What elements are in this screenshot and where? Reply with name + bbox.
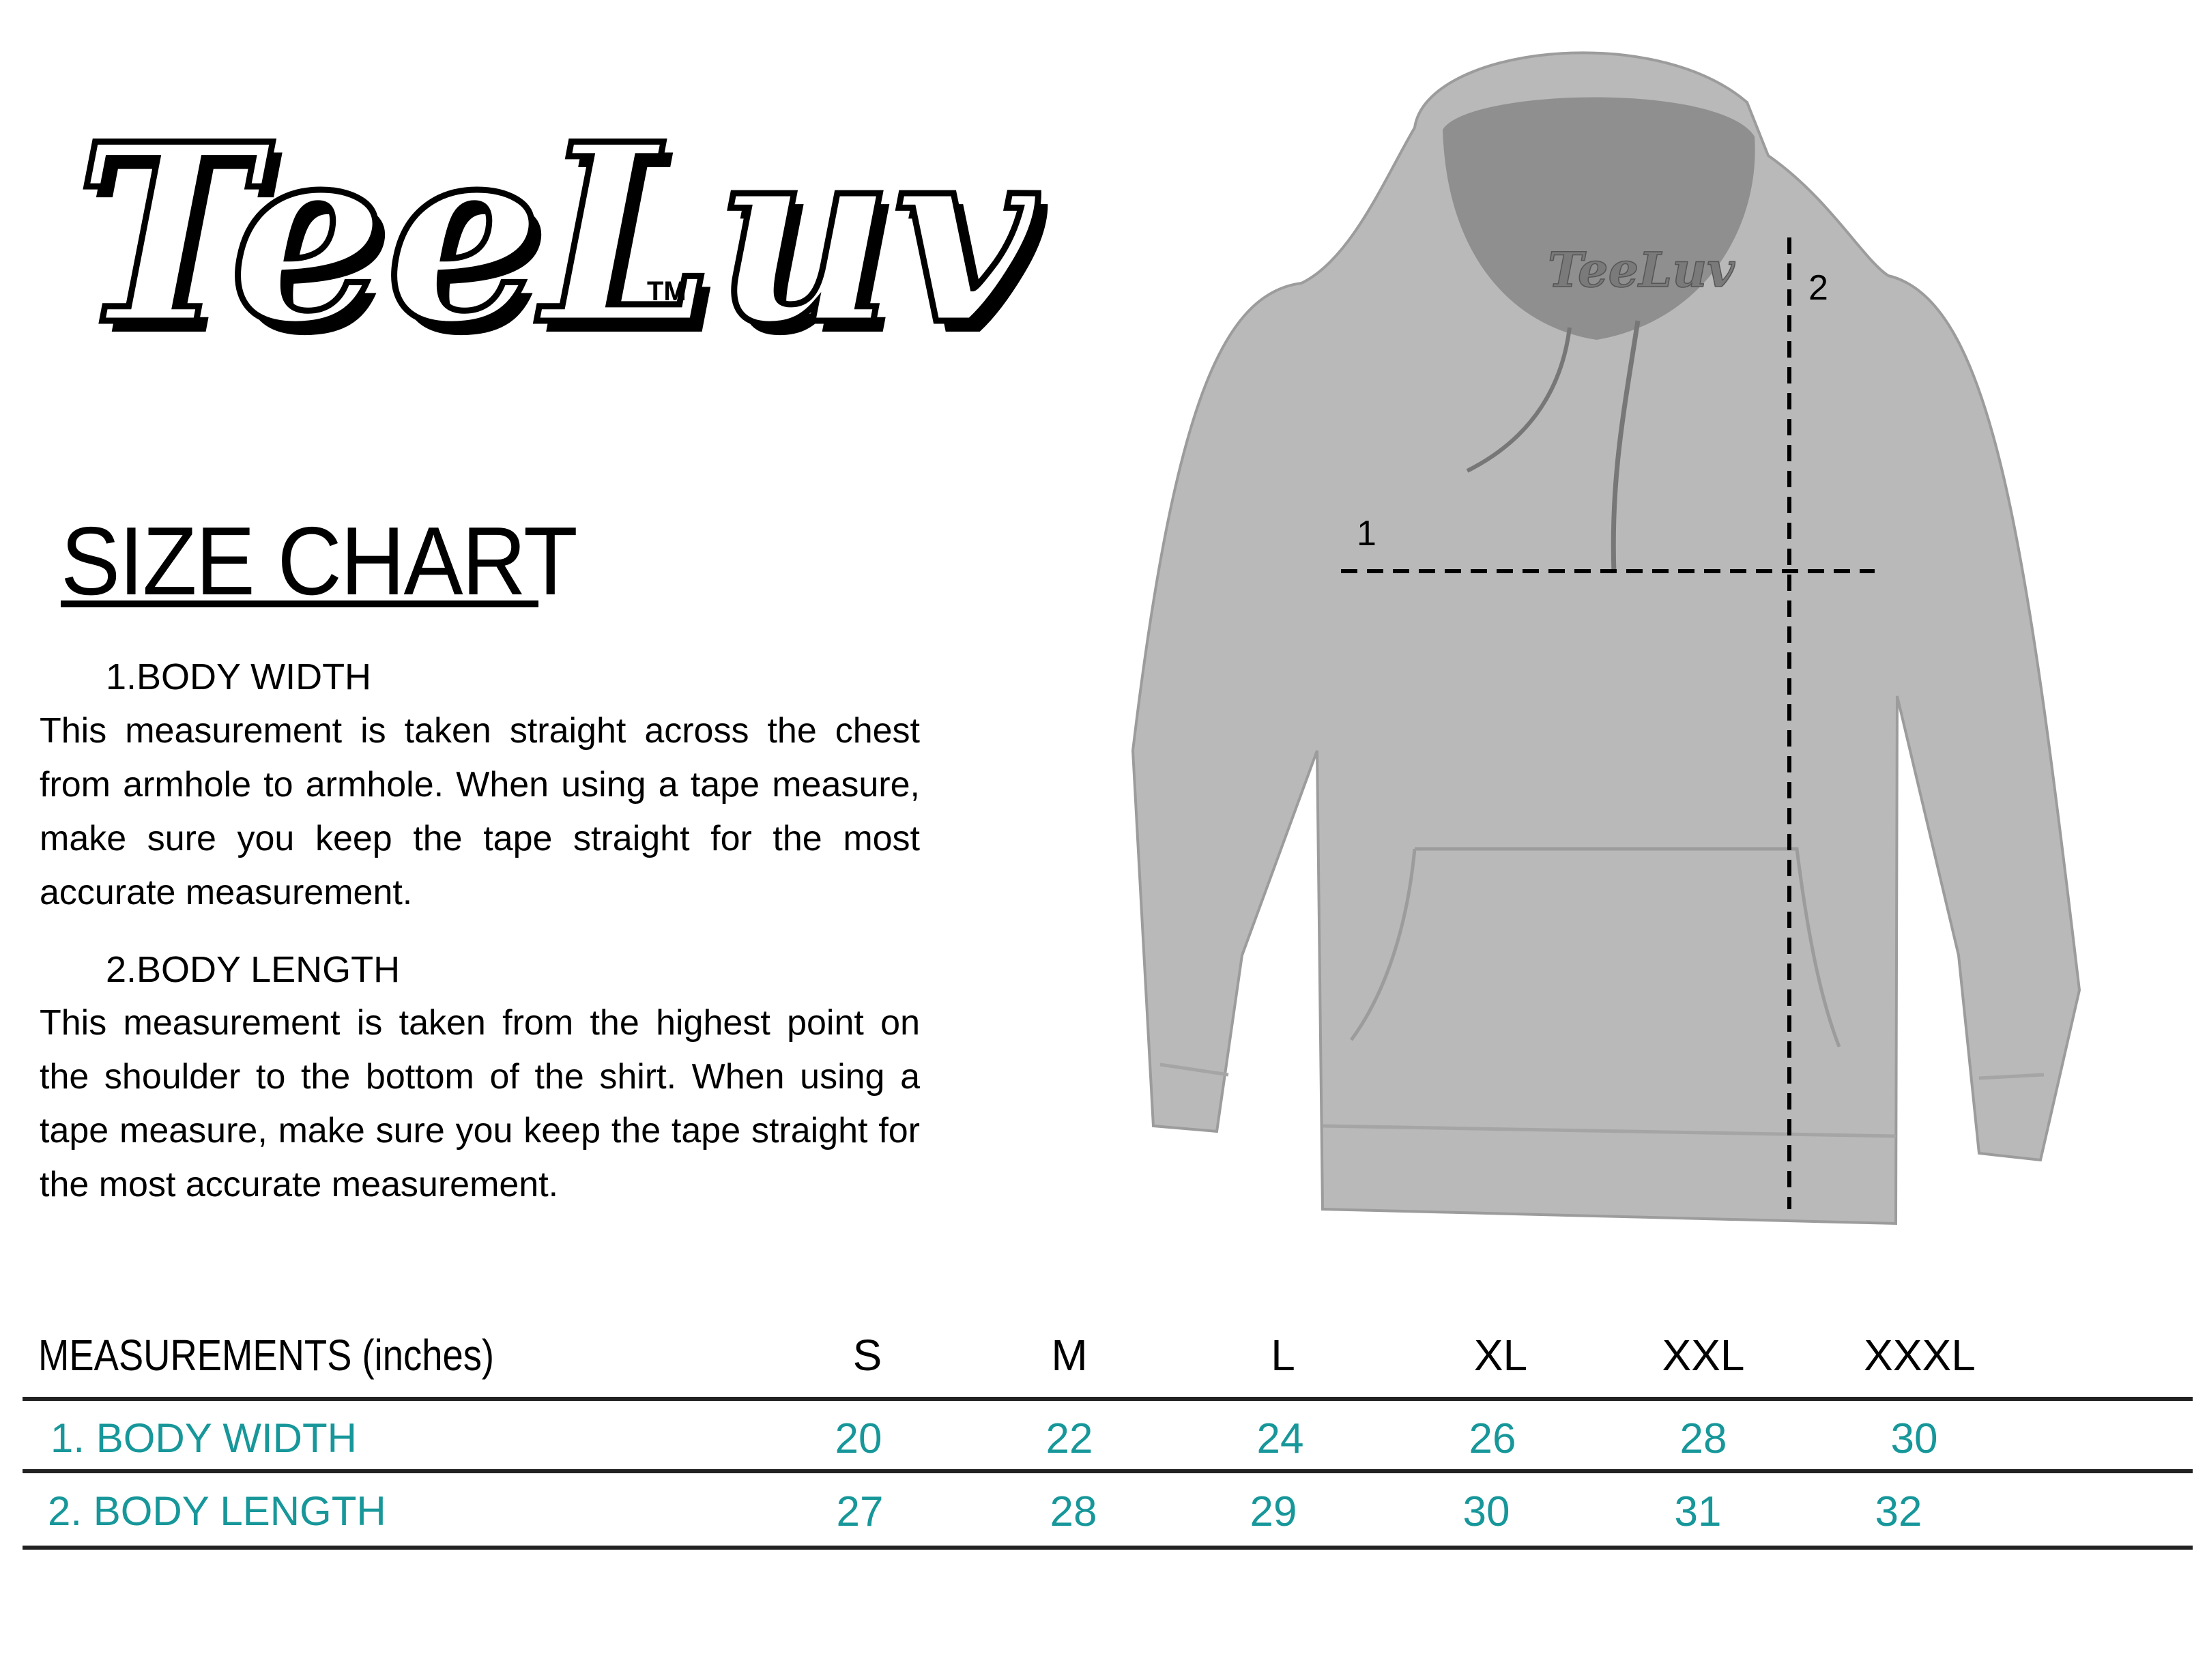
table-cell: 32 — [1875, 1488, 1922, 1535]
table-cell: 30 — [1462, 1488, 1510, 1535]
table-cell: 28 — [1050, 1488, 1097, 1535]
table-cell: 29 — [1250, 1488, 1297, 1535]
table-cell: 26 — [1469, 1415, 1516, 1462]
body-length-description: This measurement is taken from the highe… — [40, 1003, 920, 1204]
table-cell: 24 — [1256, 1415, 1304, 1462]
table-cell: 30 — [1890, 1415, 1938, 1462]
hoodie-illustration: TeeLuv — [1131, 51, 2081, 1226]
table-cell: 31 — [1674, 1488, 1722, 1535]
table-divider — [23, 1546, 2193, 1550]
row-label-body-width: 1. BODY WIDTH — [51, 1415, 357, 1461]
hood-label: TeeLuv — [1548, 242, 1735, 298]
body-length-heading: 2.BODY LENGTH — [106, 949, 401, 990]
body-width-heading: 1.BODY WIDTH — [106, 656, 372, 697]
svg-text:TeeLuv: TeeLuv — [75, 90, 1039, 379]
svg-text:TeeLuv: TeeLuv — [85, 101, 1049, 390]
table-header-label: MEASUREMENTS (inches) — [38, 1331, 495, 1380]
body-width-description: This measurement is taken straight acros… — [40, 711, 920, 912]
table-cell: 27 — [836, 1488, 884, 1535]
row-label-body-length: 2. BODY LENGTH — [48, 1488, 386, 1534]
table-cell: 22 — [1045, 1415, 1093, 1462]
size-column-xxl: XXL — [1662, 1331, 1745, 1380]
table-divider — [23, 1469, 2193, 1473]
size-column-l: L — [1271, 1331, 1295, 1380]
size-column-s: S — [852, 1331, 882, 1380]
table-cell: 20 — [835, 1415, 882, 1462]
teeluv-logo: TeeLuv TeeLuv TM — [72, 87, 1050, 390]
size-column-xxxl: XXXL — [1864, 1331, 1976, 1380]
svg-text:TM: TM — [647, 276, 687, 306]
page-title: SIZE CHART — [61, 507, 578, 615]
length-marker-label: 2 — [1808, 268, 1828, 308]
table-cell: 28 — [1679, 1415, 1727, 1462]
size-column-xl: XL — [1473, 1331, 1528, 1380]
width-marker-label: 1 — [1357, 514, 1376, 553]
title-underline — [61, 600, 538, 607]
table-divider — [23, 1397, 2193, 1401]
size-column-m: M — [1051, 1331, 1088, 1380]
